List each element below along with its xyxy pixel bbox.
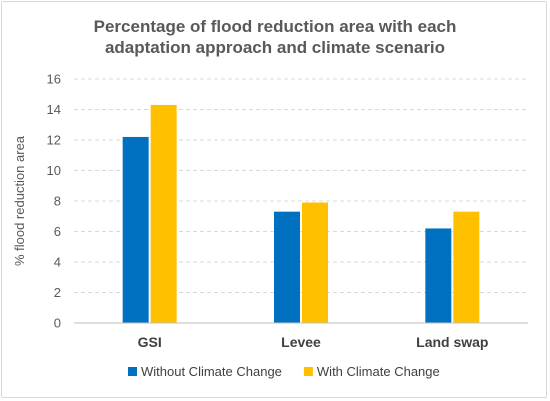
legend-swatch: [128, 367, 137, 376]
y-tick-label: 0: [54, 316, 61, 331]
x-category-label: Levee: [281, 334, 321, 350]
bar: [425, 228, 452, 323]
x-axis-categories: GSI Levee Land swap: [138, 334, 489, 350]
bars: [122, 104, 480, 323]
bar: [453, 211, 480, 323]
y-axis-ticks: 0 2 4 6 8 10 12 14 16: [47, 72, 61, 331]
bar: [302, 202, 328, 323]
gridlines: [74, 78, 528, 293]
legend-swatch: [303, 367, 313, 376]
y-axis-label: % flood reduction area: [12, 135, 27, 266]
y-tick-label: 4: [54, 255, 61, 270]
legend-label: Without Climate Change: [141, 364, 282, 379]
y-tick-label: 12: [47, 133, 61, 148]
y-tick-label: 14: [47, 102, 61, 117]
chart-title: Percentage of flood reduction area with …: [40, 16, 510, 58]
chart-title-line1: Percentage of flood reduction area with …: [93, 17, 457, 36]
bar: [274, 211, 300, 323]
y-tick-label: 2: [54, 285, 61, 300]
legend: Without Climate Change With Climate Chang…: [128, 364, 440, 379]
bar: [122, 136, 149, 323]
y-tick-label: 10: [47, 163, 61, 178]
y-tick-label: 6: [54, 224, 61, 239]
legend-label: With Climate Change: [317, 364, 440, 379]
x-category-label: Land swap: [416, 334, 488, 350]
chart-title-line2: adaptation approach and climate scenario: [104, 38, 446, 57]
y-tick-label: 16: [47, 72, 61, 87]
y-tick-label: 8: [54, 194, 61, 209]
bar: [150, 104, 177, 323]
x-category-label: GSI: [138, 334, 162, 350]
